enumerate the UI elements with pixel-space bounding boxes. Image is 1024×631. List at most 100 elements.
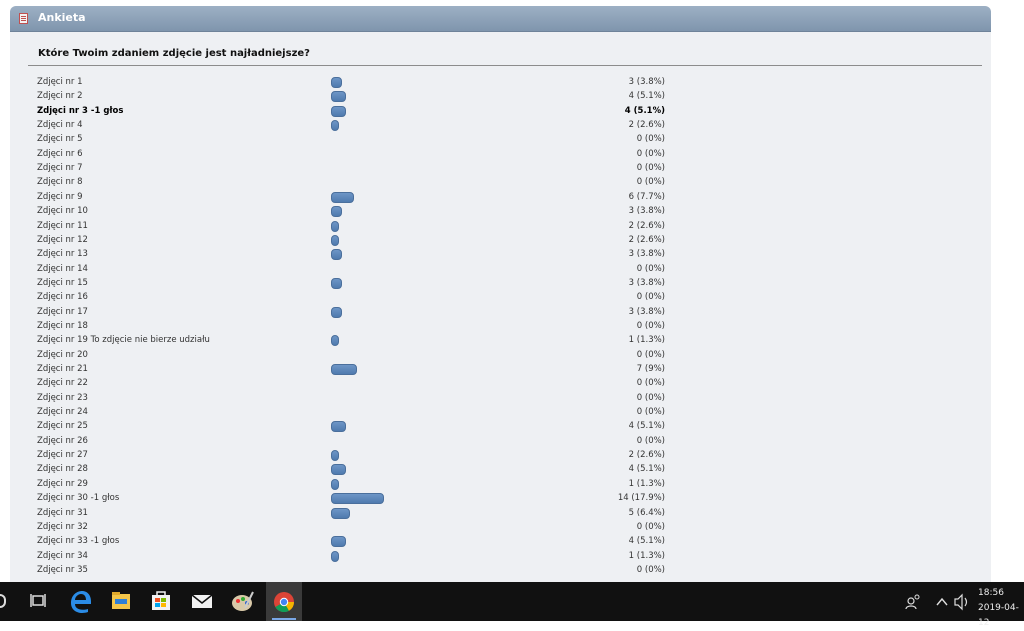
poll-option-count: 5 (6.4%)	[628, 507, 665, 518]
poll-option-count: 4 (5.1%)	[628, 536, 665, 547]
poll-result-bar	[331, 421, 346, 433]
poll-option-label: Zdjęci nr 28	[37, 464, 88, 475]
poll-option-label: Zdjęci nr 35	[37, 564, 88, 575]
poll-option-row: Zdjęci nr 13 3 (3.8%)	[10, 248, 991, 262]
poll-option-label: Zdjęci nr 24	[37, 407, 88, 418]
poll-result-bar	[331, 105, 346, 117]
poll-option-row: Zdjęci nr 10 3 (3.8%)	[10, 205, 991, 219]
poll-option-row: Zdjęci nr 16 0 (0%)	[10, 291, 991, 305]
poll-option-count: 0 (0%)	[636, 148, 665, 159]
poll-option-row: Zdjęci nr 8 0 (0%)	[10, 176, 991, 190]
poll-option-label: Zdjęci nr 32	[37, 521, 88, 532]
poll-option-label: Zdjęci nr 20	[37, 349, 88, 360]
chevron-up-icon[interactable]	[934, 582, 950, 621]
poll-option-count: 0 (0%)	[636, 134, 665, 145]
poll-option-row: Zdjęci nr 31 5 (6.4%)	[10, 507, 991, 521]
poll-option-count: 3 (3.8%)	[628, 249, 665, 260]
poll-option-row: Zdjęci nr 20 0 (0%)	[10, 349, 991, 363]
poll-icon	[19, 13, 28, 24]
task-view-icon[interactable]	[20, 582, 56, 621]
poll-result-bar	[331, 335, 339, 347]
poll-panel: Ankieta Które Twoim zdaniem zdjęcie jest…	[10, 6, 991, 587]
poll-result-bar	[331, 464, 346, 476]
poll-option-label: Zdjęci nr 31	[37, 507, 88, 518]
poll-option-label: Zdjęci nr 8	[37, 177, 83, 188]
poll-title: Ankieta	[38, 11, 86, 24]
divider	[28, 65, 982, 66]
mail-icon[interactable]	[184, 582, 220, 621]
poll-option-row: Zdjęci nr 9 6 (7.7%)	[10, 191, 991, 205]
poll-option-label: Zdjęci nr 2	[37, 91, 83, 102]
poll-option-count: 4 (5.1%)	[628, 421, 665, 432]
poll-option-label: Zdjęci nr 19 To zdjęcie nie bierze udzia…	[37, 335, 210, 346]
poll-option-count: 0 (0%)	[636, 163, 665, 174]
clock-time: 18:56	[978, 588, 1004, 598]
poll-option-count: 6 (7.7%)	[628, 191, 665, 202]
poll-option-label: Zdjęci nr 16	[37, 292, 88, 303]
poll-result-bar	[331, 493, 384, 505]
poll-option-count: 0 (0%)	[636, 349, 665, 360]
poll-option-count: 0 (0%)	[636, 564, 665, 575]
poll-option-count: 2 (2.6%)	[628, 234, 665, 245]
poll-option-row: Zdjęci nr 34 1 (1.3%)	[10, 550, 991, 564]
poll-option-count: 1 (1.3%)	[628, 478, 665, 489]
poll-result-bar	[331, 77, 342, 88]
poll-result-bar	[331, 306, 342, 318]
poll-option-label: Zdjęci nr 9	[37, 191, 83, 202]
poll-option-label: Zdjęci nr 25	[37, 421, 88, 432]
poll-option-label: Zdjęci nr 1	[37, 77, 83, 87]
page: Ankieta Które Twoim zdaniem zdjęcie jest…	[10, 6, 991, 587]
poll-option-row: Zdjęci nr 26 0 (0%)	[10, 435, 991, 449]
poll-header: Ankieta	[10, 6, 991, 32]
poll-option-row: Zdjęci nr 4 2 (2.6%)	[10, 119, 991, 133]
poll-option-label: Zdjęci nr 30 -1 głos	[37, 493, 120, 504]
people-icon[interactable]	[902, 582, 924, 621]
poll-option-row: Zdjęci nr 2 4 (5.1%)	[10, 90, 991, 104]
poll-option-row: Zdjęci nr 29 1 (1.3%)	[10, 478, 991, 492]
poll-result-bar	[331, 536, 346, 548]
poll-option-row: Zdjęci nr 22 0 (0%)	[10, 377, 991, 391]
poll-option-row: Zdjęci nr 7 0 (0%)	[10, 162, 991, 176]
volume-icon[interactable]	[952, 582, 972, 621]
system-clock[interactable]: 18:56 2019-04-12	[978, 586, 1024, 631]
poll-option-label: Zdjęci nr 6	[37, 148, 83, 159]
poll-option-row: Zdjęci nr 1 3 (3.8%)	[10, 76, 991, 90]
file-explorer-icon[interactable]	[103, 582, 139, 621]
poll-option-label: Zdjęci nr 3 -1 głos	[37, 105, 124, 116]
poll-result-bar	[331, 450, 339, 462]
poll-result-bar	[331, 478, 339, 490]
poll-result-bar	[331, 91, 346, 103]
poll-result-bar	[331, 206, 342, 218]
poll-option-row: Zdjęci nr 12 2 (2.6%)	[10, 234, 991, 248]
paint-icon[interactable]	[225, 582, 261, 621]
poll-option-count: 2 (2.6%)	[628, 450, 665, 461]
poll-option-label: Zdjęci nr 15	[37, 277, 88, 288]
poll-option-label: Zdjęci nr 23	[37, 392, 88, 403]
poll-option-row: Zdjęci nr 6 0 (0%)	[10, 148, 991, 162]
poll-option-count: 0 (0%)	[636, 320, 665, 331]
edge-icon[interactable]	[63, 582, 99, 621]
poll-option-label: Zdjęci nr 18	[37, 320, 88, 331]
chrome-icon[interactable]	[266, 582, 302, 621]
store-icon[interactable]	[143, 582, 179, 621]
poll-option-row: Zdjęci nr 30 -1 głos 14 (17.9%)	[10, 492, 991, 506]
poll-option-label: Zdjęci nr 7	[37, 163, 83, 174]
poll-option-count: 3 (3.8%)	[628, 206, 665, 217]
poll-option-count: 2 (2.6%)	[628, 220, 665, 231]
poll-option-label: Zdjęci nr 4	[37, 120, 83, 131]
poll-option-row: Zdjęci nr 28 4 (5.1%)	[10, 463, 991, 477]
search-icon[interactable]	[0, 594, 6, 608]
poll-option-label: Zdjęci nr 26	[37, 435, 88, 446]
poll-option-row: Zdjęci nr 19 To zdjęcie nie bierze udzia…	[10, 334, 991, 348]
poll-option-row: Zdjęci nr 33 -1 głos 4 (5.1%)	[10, 535, 991, 549]
poll-option-count: 4 (5.1%)	[624, 105, 665, 116]
taskbar: 18:56 2019-04-12	[0, 582, 1024, 628]
poll-option-count: 2 (2.6%)	[628, 120, 665, 131]
poll-option-row: Zdjęci nr 24 0 (0%)	[10, 406, 991, 420]
poll-question: Które Twoim zdaniem zdjęcie jest najładn…	[38, 48, 310, 59]
poll-result-bar	[331, 550, 339, 562]
poll-option-label: Zdjęci nr 22	[37, 378, 88, 389]
poll-result-bar	[331, 249, 342, 261]
poll-result-bar	[331, 191, 354, 203]
poll-option-count: 0 (0%)	[636, 378, 665, 389]
